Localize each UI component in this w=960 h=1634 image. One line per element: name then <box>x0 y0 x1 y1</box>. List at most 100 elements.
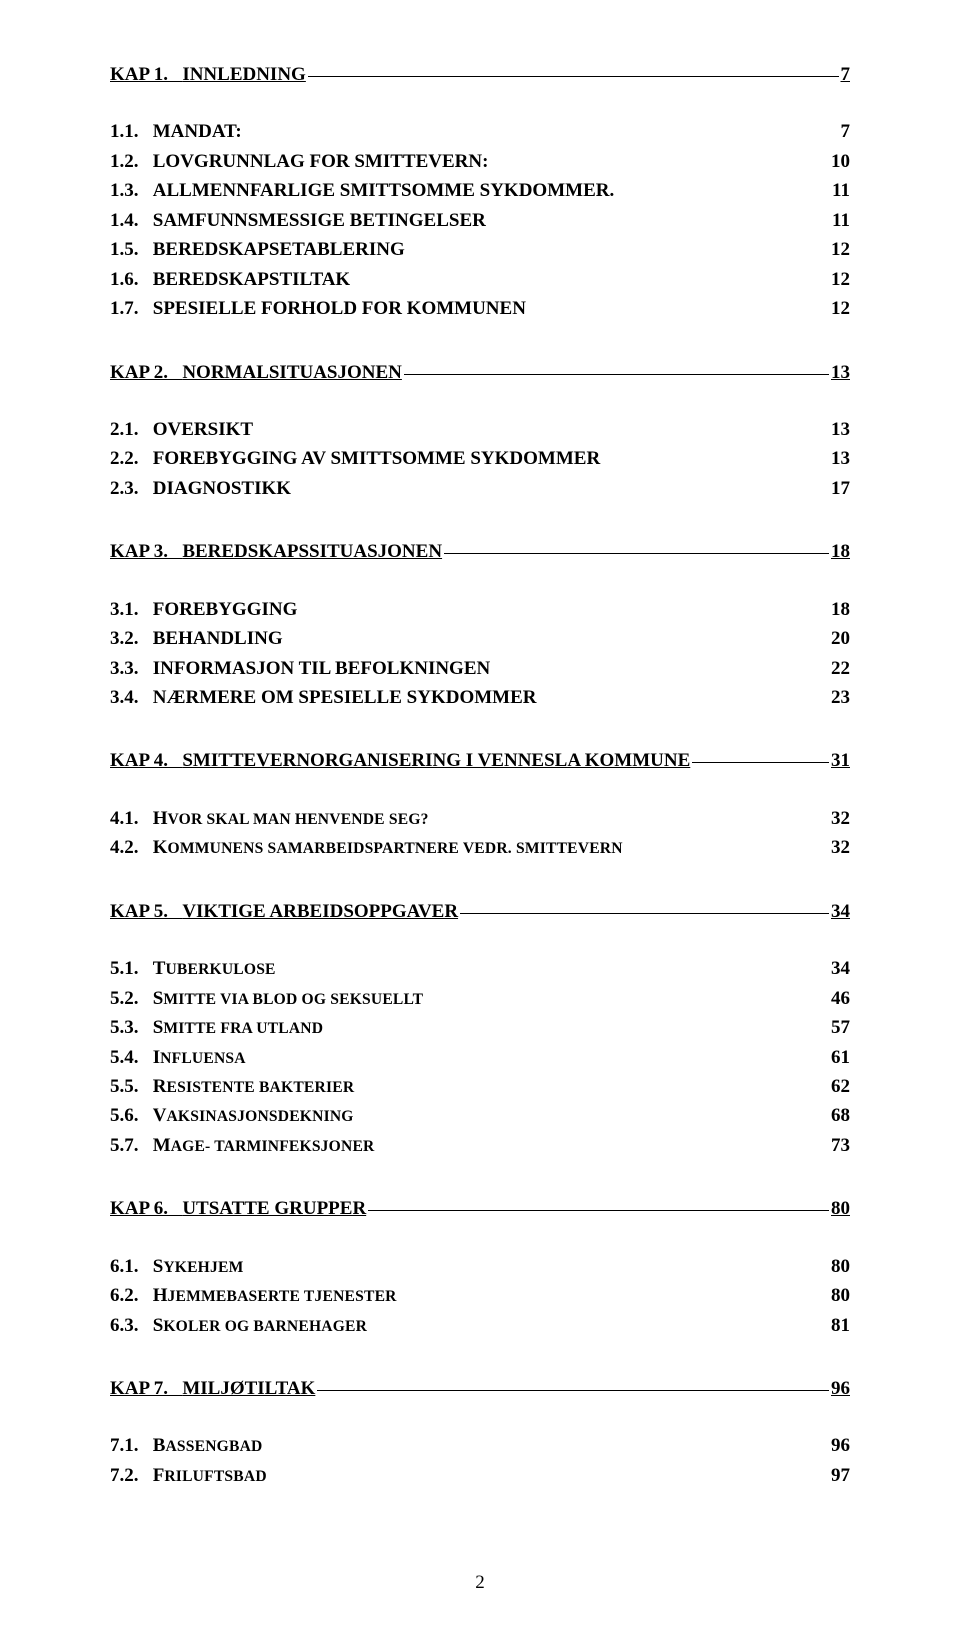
item-label: 1.3. <box>110 176 153 205</box>
item-page: 81 <box>831 1311 850 1340</box>
item-title-first: H <box>153 808 168 829</box>
spacer <box>110 926 850 954</box>
chapter-row: KAP 1. INNLEDNING7 <box>110 60 850 89</box>
item-title-rest: ykehjem <box>163 1259 243 1276</box>
toc-item-row: 7.2. Friluftsbad97 <box>110 1461 850 1490</box>
item-title-first: V <box>153 1105 167 1126</box>
leader-line <box>308 76 839 77</box>
page-number: 2 <box>110 1572 850 1594</box>
item-page: 80 <box>831 1281 850 1310</box>
chapter-row: KAP 2. NORMALSITUASJONEN13 <box>110 358 850 387</box>
item-title: LOVGRUNNLAG FOR SMITTEVERN: <box>153 147 831 176</box>
toc-item-row: 2.2. FOREBYGGING AV SMITTSOMME SYKDOMMER… <box>110 444 850 473</box>
spacer <box>110 776 850 804</box>
item-page: 11 <box>832 206 850 235</box>
item-page: 32 <box>831 833 850 862</box>
spacer <box>110 712 850 746</box>
chapter-row: KAP 3. BEREDSKAPSSITUASJONEN18 <box>110 537 850 566</box>
chapter-title: SMITTEVERNORGANISERING I VENNESLA KOMMUN… <box>182 746 690 775</box>
chapter-label: KAP 1. <box>110 60 182 89</box>
chapter-title: BEREDSKAPSSITUASJONEN <box>182 537 442 566</box>
item-title: Mage- tarminfeksjoner <box>153 1131 831 1160</box>
item-label: 3.2. <box>110 624 153 653</box>
item-page: 10 <box>831 147 850 176</box>
item-title: Hjemmebaserte tjenester <box>153 1281 831 1310</box>
item-title: FOREBYGGING <box>153 595 831 624</box>
chapter-page: 31 <box>831 746 850 775</box>
item-title-first: S <box>153 1315 164 1336</box>
chapter-label: KAP 4. <box>110 746 182 775</box>
item-title-first: F <box>153 1465 165 1486</box>
item-page: 18 <box>831 595 850 624</box>
item-title-rest: aksinasjonsdekning <box>166 1108 353 1125</box>
item-title-first: S <box>153 1017 164 1038</box>
item-title-rest: mitte fra utland <box>163 1020 323 1037</box>
item-title-rest: ommunens samarbeidspartnere vedr. smitte… <box>168 840 623 857</box>
leader-line <box>444 553 829 554</box>
item-page: 12 <box>831 235 850 264</box>
toc-item-row: 5.3. Smitte fra utland57 <box>110 1013 850 1042</box>
item-label: 4.2. <box>110 833 153 862</box>
chapter-title: VIKTIGE ARBEIDSOPPGAVER <box>182 897 458 926</box>
chapter-page: 80 <box>831 1194 850 1223</box>
item-page: 32 <box>831 804 850 833</box>
item-page: 12 <box>831 294 850 323</box>
spacer <box>110 567 850 595</box>
toc-item-row: 1.1. MANDAT:7 <box>110 117 850 146</box>
item-label: 7.1. <box>110 1431 153 1460</box>
toc-item-row: 4.1. Hvor skal man henvende seg?32 <box>110 804 850 833</box>
item-page: 46 <box>831 984 850 1013</box>
item-title: Resistente bakterier <box>153 1072 831 1101</box>
item-title-rest: uberkulose <box>165 961 275 978</box>
spacer <box>110 324 850 358</box>
item-title: Smitte fra utland <box>153 1013 831 1042</box>
leader-line <box>692 762 829 763</box>
item-label: 6.1. <box>110 1252 153 1281</box>
toc-item-row: 1.7. SPESIELLE FORHOLD FOR KOMMUNEN12 <box>110 294 850 323</box>
spacer <box>110 387 850 415</box>
item-title-first: S <box>153 988 164 1009</box>
chapter-page: 96 <box>831 1374 850 1403</box>
item-label: 6.2. <box>110 1281 153 1310</box>
item-page: 34 <box>831 954 850 983</box>
toc-item-row: 5.5. Resistente bakterier62 <box>110 1072 850 1101</box>
item-title-rest: nfluensa <box>160 1050 246 1067</box>
chapter-page: 13 <box>831 358 850 387</box>
chapter-title: MILJØTILTAK <box>182 1374 315 1403</box>
item-label: 6.3. <box>110 1311 153 1340</box>
item-title-first: M <box>153 1135 171 1156</box>
item-title: SPESIELLE FORHOLD FOR KOMMUNEN <box>153 294 831 323</box>
toc-item-row: 6.1. Sykehjem80 <box>110 1252 850 1281</box>
item-label: 3.3. <box>110 654 153 683</box>
item-title: Hvor skal man henvende seg? <box>153 804 831 833</box>
item-label: 3.1. <box>110 595 153 624</box>
item-title: Influensa <box>153 1043 831 1072</box>
item-title: Skoler og barnehager <box>153 1311 831 1340</box>
item-title: ALLMENNFARLIGE SMITTSOMME SYKDOMMER. <box>153 176 832 205</box>
item-title: FOREBYGGING AV SMITTSOMME SYKDOMMER <box>153 444 831 473</box>
toc-item-row: 4.2. Kommunens samarbeidspartnere vedr. … <box>110 833 850 862</box>
toc-item-row: 5.1. Tuberkulose34 <box>110 954 850 983</box>
item-title: Tuberkulose <box>153 954 831 983</box>
toc-item-row: 2.3. DIAGNOSTIKK17 <box>110 474 850 503</box>
toc-item-row: 3.4. NÆRMERE OM SPESIELLE SYKDOMMER23 <box>110 683 850 712</box>
chapter-row: KAP 6. UTSATTE GRUPPER80 <box>110 1194 850 1223</box>
item-title: SAMFUNNSMESSIGE BETINGELSER <box>153 206 832 235</box>
toc-page: KAP 1. INNLEDNING71.1. MANDAT:71.2. LOVG… <box>0 0 960 1634</box>
item-title-rest: koler og barnehager <box>163 1318 367 1335</box>
item-label: 5.7. <box>110 1131 153 1160</box>
toc-item-row: 5.7. Mage- tarminfeksjoner73 <box>110 1131 850 1160</box>
chapter-title: UTSATTE GRUPPER <box>182 1194 366 1223</box>
item-title-first: H <box>153 1285 168 1306</box>
item-title: Kommunens samarbeidspartnere vedr. smitt… <box>153 833 831 862</box>
item-title: Friluftsbad <box>153 1461 831 1490</box>
toc-item-row: 3.3. INFORMASJON TIL BEFOLKNINGEN22 <box>110 654 850 683</box>
item-label: 1.4. <box>110 206 153 235</box>
chapter-row: KAP 7. MILJØTILTAK96 <box>110 1374 850 1403</box>
item-page: 11 <box>832 176 850 205</box>
item-label: 5.2. <box>110 984 153 1013</box>
item-title: OVERSIKT <box>153 415 831 444</box>
leader-line <box>460 913 829 914</box>
item-page: 96 <box>831 1431 850 1460</box>
item-page: 97 <box>831 1461 850 1490</box>
